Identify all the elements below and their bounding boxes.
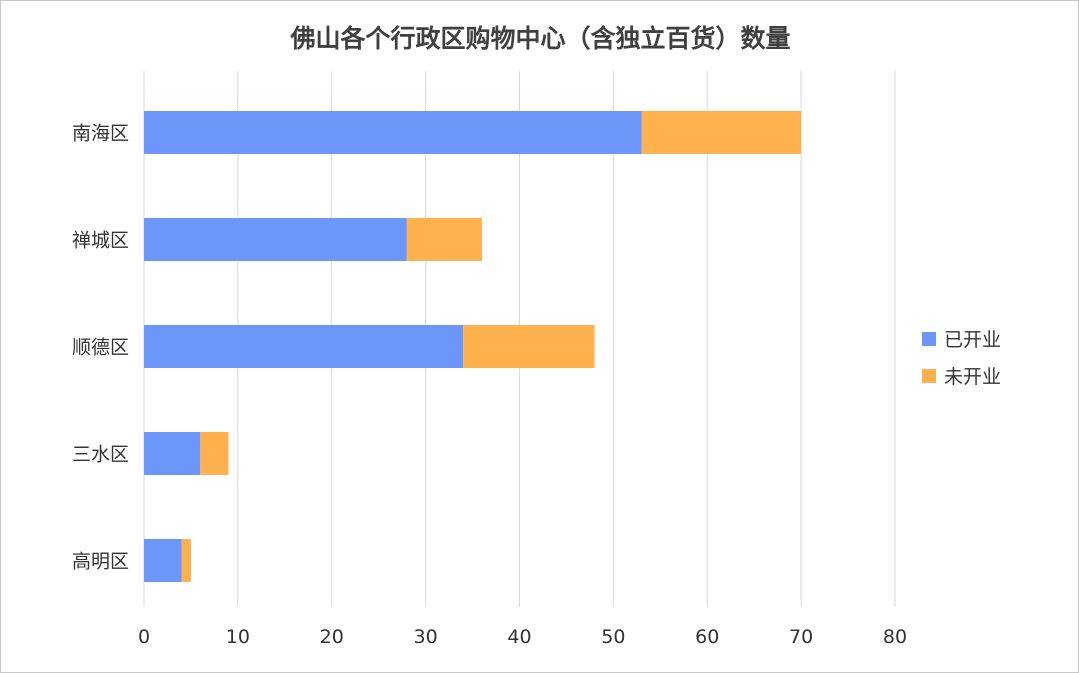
x-tick-label-60: 60 <box>695 626 719 648</box>
bar-高明区-未开业 <box>181 539 191 582</box>
category-label-4: 三水区 <box>72 444 129 466</box>
chart-title: 佛山各个行政区购物中心（含独立百货）数量 <box>290 24 791 53</box>
bar-禅城区-未开业 <box>406 218 482 261</box>
bar-三水区-未开业 <box>200 432 229 475</box>
bar-南海区-未开业 <box>641 111 802 154</box>
x-tick-label-10: 10 <box>226 626 250 648</box>
category-label-5: 高明区 <box>72 551 129 573</box>
category-label-2: 禅城区 <box>72 230 129 252</box>
bar-顺德区-已开业 <box>144 325 464 368</box>
x-tick-label-0: 0 <box>138 626 150 648</box>
x-tick-label-70: 70 <box>789 626 813 648</box>
x-tick-label-80: 80 <box>883 626 907 648</box>
x-tick-label-20: 20 <box>320 626 344 648</box>
bar-高明区-已开业 <box>144 539 182 582</box>
category-label-1: 南海区 <box>72 123 129 145</box>
legend-swatch-2 <box>922 369 936 383</box>
bar-南海区-已开业 <box>144 111 642 154</box>
legend-swatch-1 <box>922 332 936 346</box>
legend-label-2: 未开业 <box>944 366 1001 388</box>
x-tick-label-50: 50 <box>601 626 625 648</box>
bar-顺德区-未开业 <box>463 325 595 368</box>
x-tick-label-30: 30 <box>414 626 438 648</box>
bar-三水区-已开业 <box>144 432 201 475</box>
legend-label-1: 已开业 <box>944 329 1001 351</box>
bar-禅城区-已开业 <box>144 218 407 261</box>
x-tick-label-40: 40 <box>507 626 531 648</box>
category-label-3: 顺德区 <box>72 337 129 359</box>
